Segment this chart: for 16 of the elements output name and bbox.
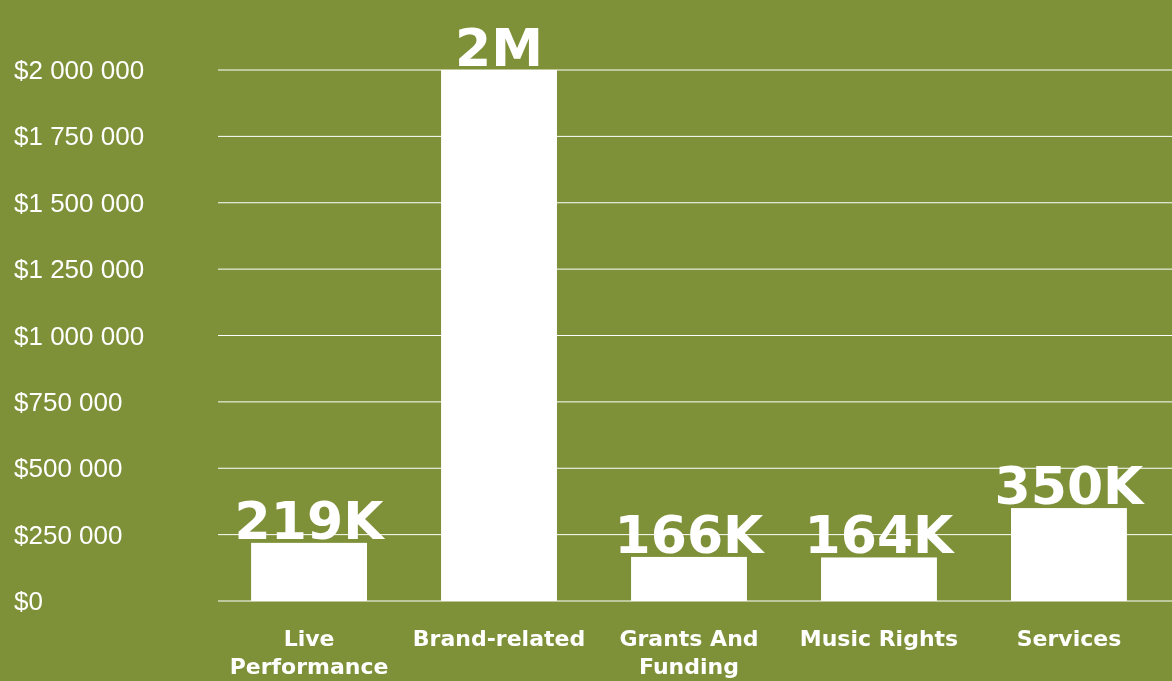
x-tick-label: Grants And Funding xyxy=(619,626,759,679)
y-tick-label: $500 000 xyxy=(14,453,123,484)
y-tick-label: $1 750 000 xyxy=(14,121,145,152)
data-label: 350K xyxy=(994,456,1146,517)
x-tick-label: Music Rights xyxy=(799,626,959,651)
x-tick-label: Live Performance xyxy=(229,626,389,679)
y-tick-label: $750 000 xyxy=(14,386,123,417)
data-label: 2M xyxy=(455,18,543,78)
x-tick-label: Services xyxy=(1016,626,1122,651)
y-tick-label: $250 000 xyxy=(14,519,123,550)
y-tick-label: $0 xyxy=(14,586,43,617)
y-tick-label: $1 000 000 xyxy=(14,320,145,351)
y-tick-label: $1 500 000 xyxy=(14,187,145,218)
y-tick-label: $1 250 000 xyxy=(14,254,145,285)
y-tick-label: $2 000 000 xyxy=(14,55,145,86)
x-tick-label: Brand-related xyxy=(412,626,586,651)
